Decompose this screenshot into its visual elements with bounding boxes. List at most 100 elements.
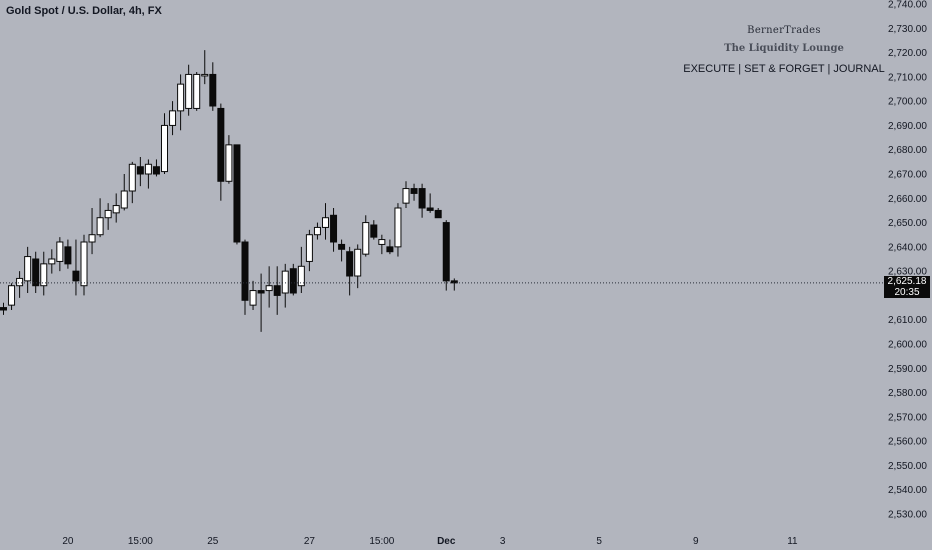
time-tick-label: 11 [787, 536, 798, 547]
price-tick-label: 2,550.00 [888, 461, 927, 472]
symbol-title[interactable]: Gold Spot / U.S. Dollar, 4h, FX [6, 5, 162, 17]
bull-candle-body [48, 258, 56, 265]
bull-candle-body [144, 163, 152, 175]
price-tick-label: 2,600.00 [888, 340, 927, 351]
candle [217, 103, 225, 201]
price-tick-label: 2,560.00 [888, 437, 927, 448]
candle [305, 229, 313, 272]
candles-layer [0, 50, 458, 332]
candle [386, 239, 394, 255]
candle [362, 215, 370, 257]
bear-candle-body [233, 144, 241, 243]
candle [0, 302, 7, 315]
candle [297, 246, 305, 293]
price-tick-label: 2,650.00 [888, 218, 927, 229]
time-tick-label: 9 [693, 536, 699, 547]
time-tick-label: 3 [500, 536, 506, 547]
candle [96, 198, 104, 238]
bear-candle-body [289, 268, 297, 294]
time-tick-label: 5 [596, 536, 602, 547]
bear-candle-body [346, 251, 354, 277]
candle [289, 263, 297, 296]
bull-candle-body [249, 290, 257, 306]
candle [144, 159, 152, 189]
bear-candle-body [72, 270, 80, 282]
time-tick-label: 27 [304, 536, 316, 547]
candle [48, 249, 56, 274]
bull-candle-body [96, 217, 104, 236]
candle [233, 144, 241, 245]
bear-candle-body [273, 285, 281, 296]
bull-candle-body [305, 234, 313, 262]
bull-candle-body [40, 263, 48, 287]
candle [177, 74, 185, 131]
price-tick-label: 2,540.00 [888, 485, 927, 496]
candle [64, 239, 72, 269]
candle [80, 234, 88, 296]
candle [313, 222, 321, 240]
candle [169, 101, 177, 136]
candle [32, 251, 40, 293]
candle [346, 246, 354, 296]
price-tick-label: 2,580.00 [888, 388, 927, 399]
price-axis[interactable]: 2,740.00 2,730.00 2,720.00 2,710.00 2,700.00… [888, 0, 927, 521]
brand-name: BernerTrades [747, 25, 821, 36]
candle [112, 193, 120, 223]
bear-candle-body [426, 207, 434, 211]
candle [225, 135, 233, 184]
bull-candle-body [362, 222, 370, 255]
candle [72, 239, 80, 296]
candle [370, 220, 378, 240]
bull-candle-body [402, 188, 410, 204]
price-tick-label: 2,670.00 [888, 170, 927, 181]
price-tick-label: 2,610.00 [888, 315, 927, 326]
bear-candle-body [418, 188, 426, 209]
bear-candle-body [32, 258, 40, 287]
bear-candle-body [410, 188, 418, 194]
bear-candle-body [450, 280, 458, 284]
time-tick-label: Dec [437, 536, 456, 547]
candle [450, 278, 458, 291]
candle [241, 239, 249, 315]
bull-candle-body [322, 217, 329, 228]
bull-candle-body [177, 83, 185, 112]
candle [161, 113, 168, 174]
bull-candle-body [378, 239, 386, 245]
candle [426, 193, 434, 213]
candle [88, 208, 96, 255]
candle [249, 280, 257, 310]
bull-candle-body [225, 144, 233, 182]
last-price-value: 2,625.18 [887, 275, 927, 287]
candle [104, 203, 112, 230]
candle [378, 234, 386, 255]
candle [265, 266, 273, 308]
bear-candle-body [209, 73, 217, 107]
candle-countdown: 20:35 [894, 286, 920, 298]
price-tick-label: 2,660.00 [888, 194, 927, 205]
bear-candle-body [64, 246, 72, 265]
candle [434, 208, 442, 219]
time-axis[interactable]: 20 15:00 25 27 15:00 Dec 3 5 9 11 [62, 536, 798, 547]
bull-candle-body [56, 241, 64, 262]
bear-candle-body [152, 166, 160, 175]
candle [322, 203, 329, 240]
candle [193, 72, 201, 111]
candle [394, 203, 402, 257]
candle [136, 157, 144, 187]
candle [152, 159, 160, 177]
candle [24, 246, 32, 293]
candle [281, 263, 289, 308]
bear-candle-body [136, 166, 144, 175]
bull-candle-body [8, 285, 16, 306]
candle [410, 183, 418, 201]
candle [257, 273, 265, 332]
bull-candle-body [297, 265, 305, 287]
time-tick-label: 25 [207, 536, 219, 547]
price-tick-label: 2,740.00 [888, 0, 927, 11]
candle [16, 271, 24, 298]
time-tick-label: 15:00 [369, 536, 394, 547]
bull-candle-body [169, 110, 177, 126]
bull-candle-body [394, 207, 402, 248]
